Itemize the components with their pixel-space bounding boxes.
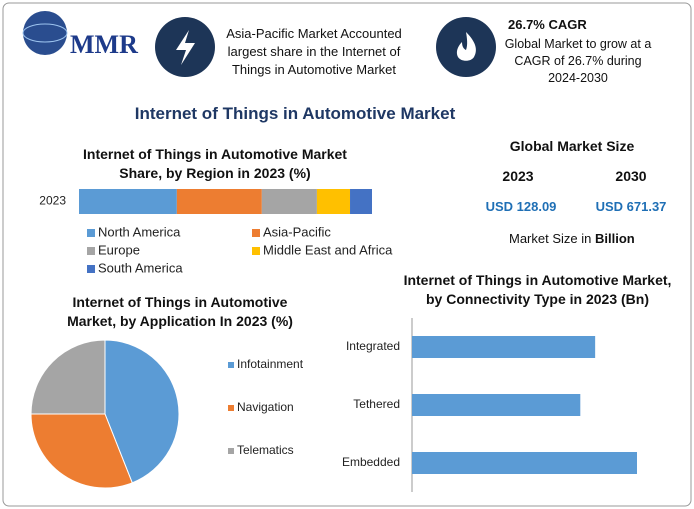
bar-segment xyxy=(79,189,177,214)
size-value: USD 128.09 xyxy=(485,199,557,214)
legend-label: Telematics xyxy=(237,443,294,457)
legend-swatch xyxy=(228,362,234,368)
legend-swatch xyxy=(87,229,95,237)
size-note: Market Size in Billion xyxy=(509,230,635,248)
fact: Global Market to grow at a CAGR of 26.7%… xyxy=(504,37,652,85)
legend-swatch xyxy=(87,247,95,255)
chart-title: Internet of Things in Automotive Market,… xyxy=(403,272,672,307)
y-tick-label: Integrated xyxy=(346,339,400,353)
chart-title: Internet of Things in Automotive Market,… xyxy=(67,294,293,329)
chart-title: Internet of Things in Automotive Market … xyxy=(83,146,347,181)
bar-segment xyxy=(261,189,317,214)
year: 2030 xyxy=(615,168,647,184)
bar xyxy=(412,394,581,416)
note: Market Size in xyxy=(509,231,592,246)
logo-text: MMR xyxy=(70,30,138,59)
icon-flame xyxy=(456,32,476,61)
bar xyxy=(412,452,637,474)
y-tick-label: Tethered xyxy=(353,397,400,411)
legend-label: Navigation xyxy=(237,400,294,414)
legend-swatch xyxy=(228,448,234,454)
pie-slice xyxy=(30,413,133,489)
legend-swatch xyxy=(228,405,234,411)
y-tick-label: 2023 xyxy=(39,194,66,208)
legend-swatch xyxy=(87,265,95,273)
bar-segment xyxy=(316,189,351,214)
icon-bolt xyxy=(176,30,195,65)
bar xyxy=(412,336,596,358)
fact-title: 26.7% CAGR xyxy=(508,17,587,32)
bar-segment xyxy=(176,189,262,214)
fact: Asia-Pacific Market Accounted largest sh… xyxy=(226,26,402,77)
size-title: Global Market Size xyxy=(509,138,635,154)
legend-label: South America xyxy=(98,260,183,275)
logo-ring xyxy=(22,23,68,43)
main-title: Internet of Things in Automotive Market xyxy=(134,104,456,123)
size-value: USD 671.37 xyxy=(595,199,667,214)
legend-swatch xyxy=(252,247,260,255)
pie-slice xyxy=(104,339,180,484)
y-tick-label: Embedded xyxy=(342,455,400,469)
logo-globe xyxy=(23,11,67,55)
legend-label: Infotainment xyxy=(237,357,304,371)
pie-slice xyxy=(30,339,106,415)
unit: Billion xyxy=(595,231,635,246)
year: 2023 xyxy=(502,168,534,184)
legend-label: Europe xyxy=(98,242,140,257)
bar-segment xyxy=(350,189,372,214)
icon-flame-bg xyxy=(436,17,496,77)
legend-label: Asia-Pacific xyxy=(263,224,331,239)
legend-swatch xyxy=(252,229,260,237)
legend-label: North America xyxy=(98,224,181,239)
legend-label: Middle East and Africa xyxy=(263,242,393,257)
